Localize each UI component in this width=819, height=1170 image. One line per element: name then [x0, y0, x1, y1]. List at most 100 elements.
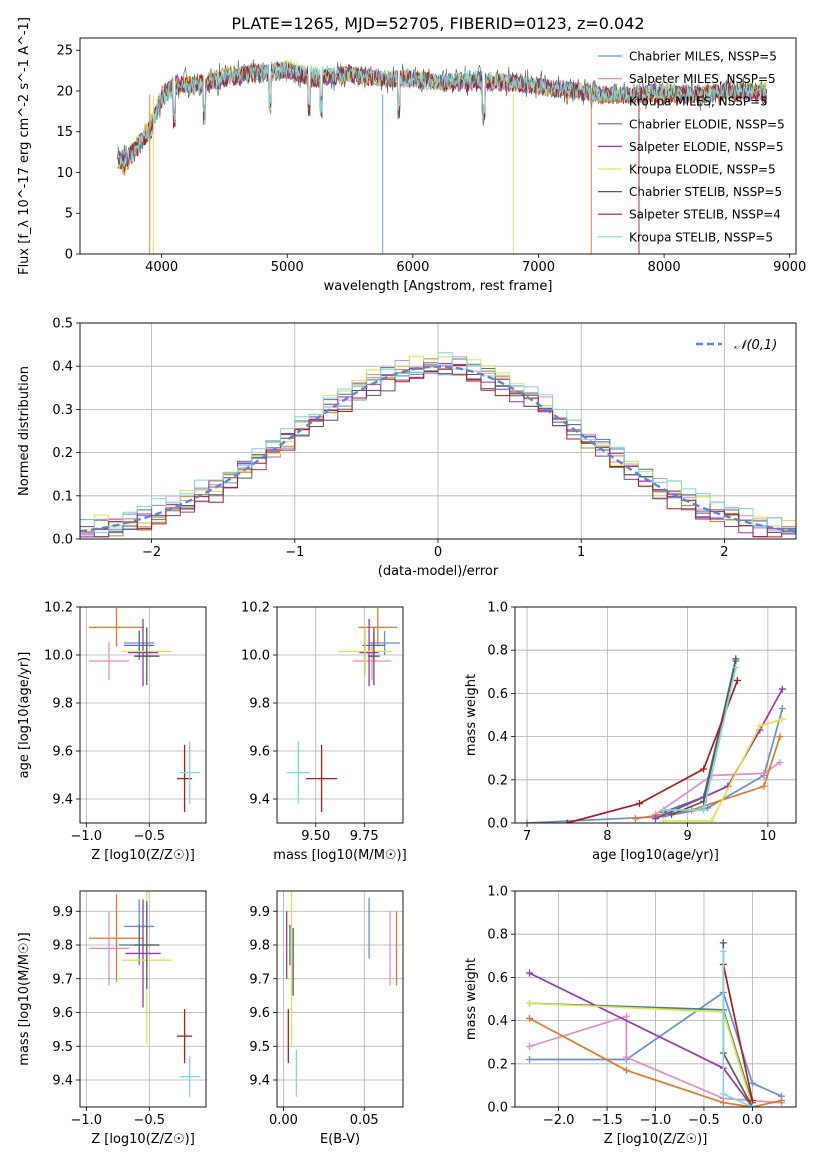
- y-tick-label: 9.6: [52, 745, 73, 760]
- axes-frame: [79, 890, 207, 1108]
- y-tick-label: 0.8: [487, 928, 508, 943]
- weight-series-line: [566, 680, 739, 823]
- weight-point-marker: [526, 1055, 534, 1063]
- weight-point-marker: [732, 663, 740, 671]
- weight-point-marker: [756, 722, 764, 730]
- y-axis-label: Flux [f_λ 10^-17 erg cm^-2 s^-1 A^-1]: [17, 17, 32, 275]
- y-tick-label: 9.4: [249, 793, 270, 808]
- plot-area: [88, 608, 200, 813]
- y-tick-label: 1.0: [487, 601, 508, 616]
- legend-label: Chabrier ELODIE, NSSP=5: [629, 117, 785, 131]
- weight-point-marker: [732, 655, 740, 663]
- y-tick-label: 9.6: [249, 745, 270, 760]
- x-tick-label: −0.5: [134, 1113, 166, 1128]
- weight-point-marker: [778, 715, 786, 723]
- weight-point-marker: [778, 685, 786, 693]
- weight-series-line: [722, 964, 754, 1101]
- mass-vs-Z-panel: −1.0 −0.5 9.4 9.5 9.6 9.7 9.8 9.9 Z [log10(Z/Z☉)…: [17, 890, 207, 1147]
- residuals-panel: −2 −1 0 1 2 0.0 0.1 0.2 0.3 0.4 0.5 (data-model)/er…: [17, 317, 797, 579]
- axes-frame: [276, 606, 404, 824]
- spectrum-legend: Chabrier MILES, NSSP=5 Salpeter MILES, NS…: [598, 50, 785, 244]
- x-tick-label: 0.05: [350, 1113, 379, 1128]
- y-tick-label: 9.4: [52, 793, 73, 808]
- x-tick-label: 7: [523, 829, 531, 844]
- x-axis-label: Z [log10(Z/Z☉)]: [604, 1132, 708, 1147]
- weight-point-marker: [748, 1079, 756, 1087]
- y-tick-label: 9.8: [249, 939, 270, 954]
- legend-label: Salpeter MILES, NSSP=5: [629, 72, 776, 86]
- x-tick-label: 5000: [271, 260, 304, 275]
- legend-label: Salpeter ELODIE, NSSP=5: [629, 140, 784, 154]
- y-tick-label: 0.6: [487, 971, 508, 986]
- y-tick-label: 9.5: [52, 1040, 73, 1055]
- y-axis-label: Normed distribution: [17, 366, 32, 496]
- y-tick-label: 9.7: [249, 972, 270, 987]
- y-axis-label: mass [log10(M/M☉)]: [17, 932, 32, 1065]
- y-tick-label: 25: [56, 44, 73, 59]
- mass-weight-vs-Z-panel: −2.0 −1.5 −1.0 −0.5 0.0 0.0 0.2 0.4 0.6 0.8 1.0 Z […: [464, 885, 797, 1147]
- weight-point-marker: [748, 1103, 756, 1107]
- legend-label: Kroupa ELODIE, NSSP=5: [629, 163, 776, 177]
- y-tick-label: 15: [56, 125, 73, 140]
- x-tick-label: 9.50: [301, 829, 330, 844]
- legend-label: 𝒩(0,1): [734, 338, 777, 353]
- weight-series-line: [663, 667, 737, 811]
- weight-point-marker: [777, 1097, 785, 1105]
- x-axis-label: mass [log10(M/M☉)]: [273, 848, 406, 863]
- age-vs-mass-panel: 9.50 9.75 9.4 9.6 9.8 10.0 10.2 mass [log10(M/M…: [241, 601, 407, 864]
- plot-area: [523, 655, 786, 823]
- weight-point-marker: [776, 759, 784, 767]
- x-tick-label: −1.0: [71, 829, 103, 844]
- weight-point-marker: [719, 939, 727, 947]
- y-tick-label: 9.6: [249, 1006, 270, 1021]
- weight-series-line: [529, 972, 754, 1107]
- y-tick-label: 9.6: [52, 1006, 73, 1021]
- y-tick-label: 0.2: [52, 446, 73, 461]
- y-axis-label: mass weight: [464, 958, 479, 1040]
- x-tick-label: 4000: [145, 260, 178, 275]
- weight-point-marker: [778, 705, 786, 713]
- x-tick-label: 0: [434, 545, 442, 560]
- x-tick-label: 0.00: [269, 1113, 298, 1128]
- y-tick-label: 0.6: [487, 687, 508, 702]
- axes-frame: [276, 890, 404, 1108]
- weight-point-marker: [660, 817, 668, 823]
- weight-series-line: [655, 688, 784, 820]
- y-tick-label: 5: [65, 207, 73, 222]
- y-tick-label: 9.9: [52, 905, 73, 920]
- weight-point-marker: [760, 769, 768, 777]
- plot-area: [286, 608, 401, 813]
- x-tick-label: 2: [720, 545, 728, 560]
- spectrum-series-line: [117, 61, 767, 168]
- legend-label: Chabrier MILES, NSSP=5: [629, 50, 777, 64]
- y-tick-label: 0.3: [52, 403, 73, 418]
- x-tick-label: −2.0: [543, 1113, 575, 1128]
- weight-point-marker: [622, 1012, 630, 1020]
- x-tick-label: 8: [603, 829, 611, 844]
- y-tick-label: 10.0: [44, 649, 73, 664]
- x-axis-label: Z [log10(Z/Z☉)]: [91, 848, 195, 863]
- x-tick-label: −1.0: [640, 1113, 672, 1128]
- weight-point-marker: [660, 806, 668, 814]
- y-tick-label: 9.8: [249, 697, 270, 712]
- y-tick-label: 0.4: [52, 360, 73, 375]
- axes-frame: [514, 606, 797, 824]
- weight-point-marker: [563, 819, 571, 823]
- weight-series-line: [529, 1002, 754, 1107]
- weight-series-line: [655, 761, 781, 816]
- y-axis-label: mass weight: [464, 674, 479, 756]
- weight-series-line: [663, 718, 783, 822]
- y-tick-label: 20: [56, 84, 73, 99]
- y-axis-label: age [log10(age/yr)]: [17, 652, 32, 779]
- x-axis-label: (data-model)/error: [378, 564, 499, 579]
- x-axis-label: wavelength [Angstrom, rest frame]: [324, 279, 553, 294]
- weight-point-marker: [719, 947, 727, 955]
- weight-point-marker: [719, 1090, 727, 1098]
- age-vs-Z-panel: −1.0 −0.5 9.4 9.6 9.8 10.0 10.2 Z [log10(Z/Z☉)]…: [17, 601, 207, 863]
- figure-title: PLATE=1265, MJD=52705, FIBERID=0123, z=0…: [231, 14, 644, 33]
- weight-point-marker: [526, 1014, 534, 1022]
- weight-point-marker: [526, 999, 534, 1007]
- weight-point-marker: [760, 782, 768, 790]
- x-tick-label: 1: [577, 545, 585, 560]
